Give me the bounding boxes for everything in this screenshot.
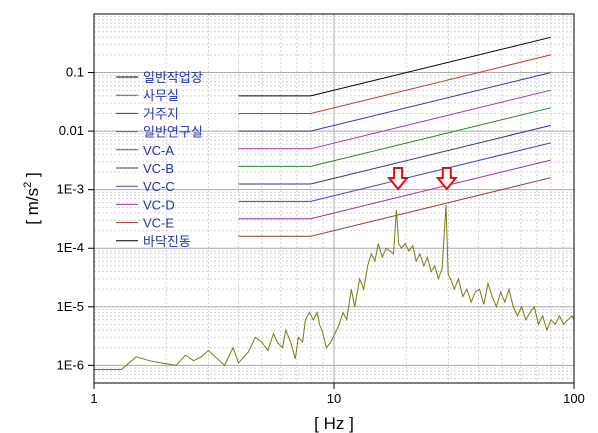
y-tick-label: 1E-5 xyxy=(57,299,84,314)
criteria-line xyxy=(238,54,551,114)
criteria-line xyxy=(238,142,551,202)
legend-label: VC-C xyxy=(143,179,175,194)
y-axis-label-suffix: ] xyxy=(23,172,42,181)
legend-label: 일반작업장 xyxy=(143,70,203,85)
y-tick-label: 0.1 xyxy=(66,65,84,80)
axis-ticks: 1 10 100 1E-6 1E-5 1E-4 1E-3 0.01 0.1 xyxy=(57,65,585,406)
annotations xyxy=(386,167,458,191)
x-tick-label: 1 xyxy=(90,391,97,406)
x-tick-label: 100 xyxy=(563,391,585,406)
x-tick-label: 10 xyxy=(327,391,341,406)
series-layer xyxy=(94,36,575,370)
y-tick-label: 1E-6 xyxy=(57,357,84,372)
y-tick-label: 1E-4 xyxy=(57,240,84,255)
legend-label: VC-B xyxy=(143,161,174,176)
legend-label: 바닥진동 xyxy=(143,234,191,249)
peak-arrow-icon xyxy=(386,167,410,191)
legend-label: 거주지 xyxy=(143,106,179,121)
criteria-line xyxy=(238,124,551,185)
y-tick-label: 0.01 xyxy=(59,123,84,138)
legend-label: 사무실 xyxy=(143,88,179,103)
criteria-line xyxy=(238,89,551,150)
criteria-line xyxy=(238,177,551,237)
y-axis-label-superscript: 2 xyxy=(22,182,34,188)
criteria-line xyxy=(238,107,551,167)
y-axis-label: [ m/s2 ] xyxy=(22,172,42,224)
legend-label: VC-A xyxy=(143,143,174,158)
y-axis-label-prefix: [ m/s xyxy=(23,188,42,225)
y-tick-label: 1E-3 xyxy=(57,182,84,197)
x-axis-label: [ Hz ] xyxy=(314,414,354,433)
criteria-line xyxy=(238,72,551,132)
peak-arrow-icon xyxy=(435,167,458,191)
legend-label: 일반연구실 xyxy=(143,125,203,140)
legend-label: VC-D xyxy=(143,197,175,212)
criteria-line xyxy=(238,159,551,220)
criteria-line xyxy=(238,36,551,97)
legend-label: VC-E xyxy=(143,216,174,231)
measured-vibration-line xyxy=(94,204,575,370)
